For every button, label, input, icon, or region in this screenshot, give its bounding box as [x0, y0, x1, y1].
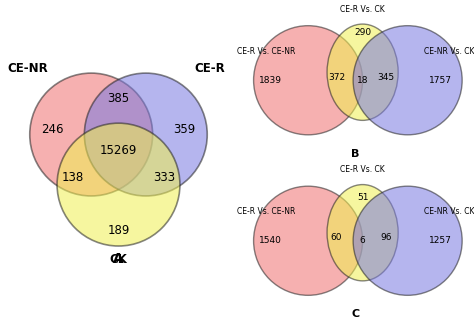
Text: 345: 345	[378, 73, 395, 82]
Text: 1839: 1839	[259, 76, 282, 85]
Text: 385: 385	[108, 91, 129, 105]
Text: 138: 138	[62, 171, 84, 184]
Text: 290: 290	[354, 28, 371, 37]
Text: 96: 96	[381, 233, 392, 242]
Ellipse shape	[327, 24, 398, 120]
Ellipse shape	[254, 26, 363, 135]
Text: 189: 189	[107, 224, 130, 237]
Text: 18: 18	[357, 76, 368, 85]
Text: CE-NR: CE-NR	[7, 62, 48, 75]
Text: 372: 372	[328, 73, 345, 82]
Text: 1540: 1540	[259, 236, 282, 245]
Circle shape	[57, 123, 180, 246]
Text: 60: 60	[331, 233, 342, 242]
Text: CE-R Vs. CE-NR: CE-R Vs. CE-NR	[237, 207, 295, 216]
Text: CE-NR Vs. CK: CE-NR Vs. CK	[423, 47, 474, 56]
Ellipse shape	[353, 26, 462, 135]
Text: CE-NR Vs. CK: CE-NR Vs. CK	[423, 207, 474, 216]
Text: 6: 6	[360, 236, 365, 245]
Text: CE-R: CE-R	[194, 62, 225, 75]
Text: 1757: 1757	[429, 76, 452, 85]
Text: CE-R Vs. CK: CE-R Vs. CK	[340, 165, 385, 174]
Text: 15269: 15269	[100, 144, 137, 157]
Circle shape	[30, 73, 153, 196]
Text: CE-R Vs. CE-NR: CE-R Vs. CE-NR	[237, 47, 295, 56]
Text: 246: 246	[41, 124, 64, 136]
Ellipse shape	[254, 186, 363, 295]
Text: 333: 333	[153, 171, 175, 184]
Text: B: B	[351, 149, 360, 159]
Text: C: C	[351, 309, 360, 319]
Text: 359: 359	[173, 124, 196, 136]
Ellipse shape	[353, 186, 462, 295]
Text: A: A	[113, 253, 124, 266]
Text: CK: CK	[109, 253, 128, 266]
Circle shape	[84, 73, 207, 196]
Text: CE-R Vs. CK: CE-R Vs. CK	[340, 5, 385, 14]
Ellipse shape	[327, 185, 398, 281]
Text: 1257: 1257	[429, 236, 452, 245]
Text: 51: 51	[357, 193, 368, 202]
